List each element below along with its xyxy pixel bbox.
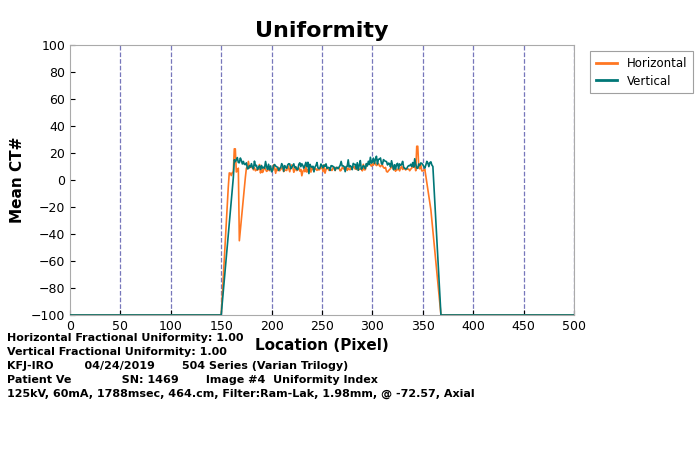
Horizontal bbox=[396, 166, 405, 171]
Legend: Horizontal, Vertical: Horizontal, Vertical bbox=[590, 51, 693, 94]
Horizontal bbox=[191, 312, 200, 318]
Vertical bbox=[391, 166, 400, 172]
Horizontal bbox=[484, 312, 493, 318]
Text: Horizontal Fractional Uniformity: 1.00
Vertical Fractional Uniformity: 1.00
KFJ-: Horizontal Fractional Uniformity: 1.00 V… bbox=[7, 333, 475, 399]
Vertical bbox=[398, 162, 406, 167]
Horizontal bbox=[570, 312, 578, 318]
Vertical bbox=[212, 312, 220, 318]
Horizontal bbox=[249, 167, 258, 172]
Horizontal bbox=[212, 312, 220, 318]
Line: Horizontal: Horizontal bbox=[70, 146, 574, 315]
Vertical bbox=[570, 312, 578, 318]
X-axis label: Location (Pixel): Location (Pixel) bbox=[255, 338, 389, 353]
Horizontal bbox=[412, 144, 421, 149]
Title: Uniformity: Uniformity bbox=[256, 21, 388, 40]
Vertical bbox=[191, 312, 200, 318]
Vertical bbox=[372, 153, 381, 159]
Vertical bbox=[66, 312, 74, 318]
Vertical bbox=[484, 312, 493, 318]
Horizontal bbox=[66, 312, 74, 318]
Y-axis label: Mean CT#: Mean CT# bbox=[10, 137, 25, 223]
Horizontal bbox=[391, 166, 399, 172]
Line: Vertical: Vertical bbox=[70, 156, 574, 315]
Vertical bbox=[249, 166, 258, 171]
